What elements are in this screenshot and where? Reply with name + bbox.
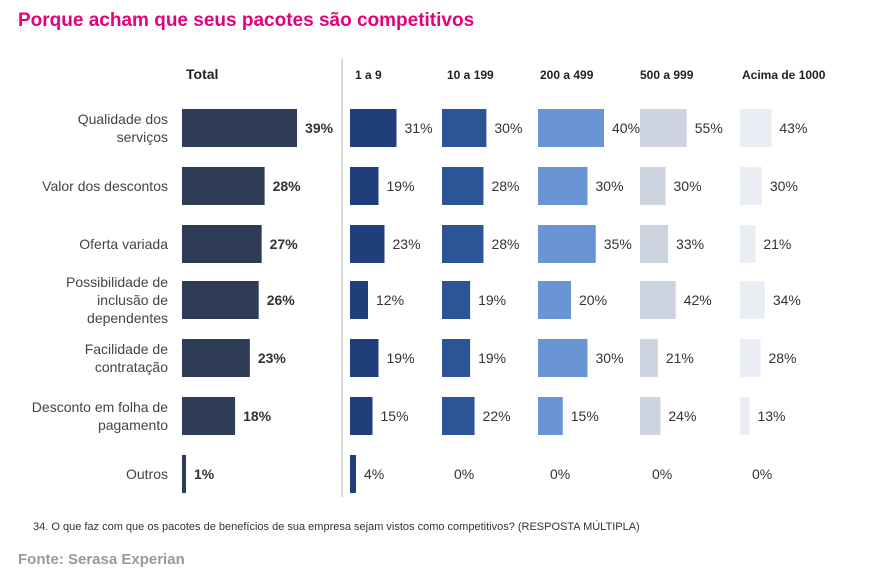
series-header: 500 a 999: [640, 68, 694, 82]
data-label: 19%: [478, 350, 506, 366]
bar-chart: Qualidade dos serviços Valor dos descontos…: [32, 58, 826, 497]
chart-title: Porque acham que seus pacotes são compet…: [18, 10, 475, 31]
bar: [640, 225, 669, 263]
data-label: 27%: [270, 236, 299, 252]
data-label: 30%: [494, 120, 522, 136]
data-label: 28%: [768, 350, 796, 366]
bar: [640, 397, 661, 435]
bar: [740, 397, 750, 435]
bar: [350, 109, 397, 147]
bar: [442, 225, 484, 263]
bar: [640, 339, 658, 377]
data-label: 15%: [571, 408, 599, 424]
bar: [442, 281, 471, 319]
data-label: 21%: [763, 236, 791, 252]
data-label: 13%: [757, 408, 785, 424]
data-label: 1%: [194, 466, 215, 482]
bar: [640, 167, 666, 205]
bar: [350, 455, 356, 493]
bar: [538, 339, 588, 377]
bar: [740, 167, 762, 205]
data-label: 0%: [550, 466, 570, 482]
source-note: Fonte: Serasa Experian: [18, 551, 185, 568]
data-label: 15%: [381, 408, 409, 424]
data-label: 30%: [674, 178, 702, 194]
bar: [182, 339, 250, 377]
data-label: 43%: [779, 120, 807, 136]
footnote: 34. O que faz com que os pacotes de bene…: [33, 521, 640, 533]
data-label: 0%: [454, 466, 474, 482]
category-label: Outros: [126, 466, 168, 482]
bar: [740, 225, 756, 263]
data-label: 30%: [596, 178, 624, 194]
data-label: 40%: [612, 120, 640, 136]
data-label: 0%: [652, 466, 672, 482]
data-label: 23%: [258, 350, 287, 366]
bar: [182, 281, 259, 319]
data-label: 12%: [376, 292, 404, 308]
series-header: 200 a 499: [540, 68, 594, 82]
data-label: 24%: [668, 408, 696, 424]
bar: [640, 109, 687, 147]
category-label: Facilidade de contratação: [85, 341, 168, 375]
bar: [182, 109, 298, 147]
bar: [350, 339, 379, 377]
bar: [538, 167, 588, 205]
series-header: Total: [186, 66, 218, 82]
data-label: 23%: [393, 236, 421, 252]
bar: [182, 167, 265, 205]
bar: [182, 225, 262, 263]
data-label: 55%: [695, 120, 723, 136]
bar: [350, 281, 368, 319]
data-label: 30%: [596, 350, 624, 366]
bar: [740, 339, 761, 377]
category-label: Valor dos descontos: [42, 178, 168, 194]
category-label: Oferta variada: [79, 236, 168, 252]
bar: [740, 281, 765, 319]
data-label: 0%: [752, 466, 772, 482]
bar: [442, 397, 475, 435]
data-label: 19%: [387, 350, 415, 366]
data-label: 39%: [305, 120, 334, 136]
data-label: 28%: [491, 178, 519, 194]
category-label: Desconto em folha de pagamento: [32, 399, 168, 433]
bar: [182, 397, 236, 435]
data-label: 19%: [387, 178, 415, 194]
data-label: 33%: [676, 236, 704, 252]
data-label: 34%: [773, 292, 801, 308]
bar: [182, 455, 186, 493]
data-label: 28%: [273, 178, 302, 194]
bar: [442, 339, 471, 377]
bar: [538, 397, 563, 435]
series-header: 1 a 9: [355, 68, 382, 82]
data-label: 42%: [684, 292, 712, 308]
data-label: 4%: [364, 466, 384, 482]
bar: [538, 109, 604, 147]
bar: [538, 281, 571, 319]
bar: [350, 225, 385, 263]
data-label: 19%: [478, 292, 506, 308]
series-header: Acima de 1000: [742, 68, 826, 82]
category-label: Possibilidade de inclusão de dependentes: [66, 274, 168, 326]
data-label: 35%: [604, 236, 632, 252]
data-label: 20%: [579, 292, 607, 308]
bar: [350, 167, 379, 205]
data-label: 28%: [491, 236, 519, 252]
data-label: 26%: [267, 292, 296, 308]
bar: [640, 281, 676, 319]
bar: [442, 109, 487, 147]
category-label: Qualidade dos serviços: [78, 111, 168, 145]
data-label: 31%: [405, 120, 433, 136]
data-label: 18%: [243, 408, 272, 424]
bar: [350, 397, 373, 435]
data-label: 21%: [666, 350, 694, 366]
bar: [538, 225, 596, 263]
data-label: 22%: [483, 408, 511, 424]
bar: [442, 167, 484, 205]
bar: [740, 109, 772, 147]
series-header: 10 a 199: [447, 68, 494, 82]
data-label: 30%: [770, 178, 798, 194]
